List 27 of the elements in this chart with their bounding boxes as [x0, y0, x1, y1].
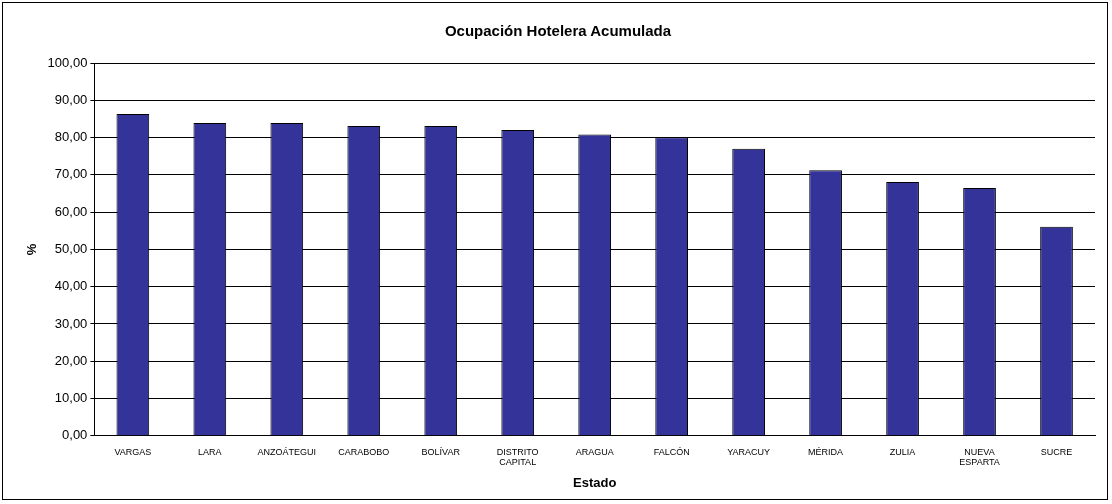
y-tick-label: 40,00 — [54, 278, 88, 294]
x-tick-label: ARAGUA — [575, 446, 614, 457]
y-tick-label: 30,00 — [54, 315, 88, 331]
x-axis-title: Estado — [573, 474, 617, 490]
chart-title: Ocupación Hotelera Acumulada — [444, 22, 672, 40]
y-tick-label: 80,00 — [54, 129, 88, 145]
y-tick-label: 50,00 — [54, 240, 88, 256]
x-tick-label: ANZOÁTEGUI — [257, 446, 317, 457]
y-tick-label: 20,00 — [54, 352, 88, 368]
x-tick-label: ZULIA — [889, 446, 916, 457]
x-tick-label: SUCRE — [1040, 446, 1073, 457]
y-tick-label: 100,00 — [47, 54, 88, 70]
y-tick-label: 60,00 — [54, 203, 88, 219]
x-tick-label: VARGAS — [114, 446, 152, 457]
y-tick-label: 0,00 — [62, 427, 88, 443]
y-tick-label: 10,00 — [54, 390, 88, 406]
x-tick-label: FALCÓN — [653, 446, 690, 457]
x-tick-label: CARABOBO — [338, 446, 390, 457]
x-tick-label: MÉRIDA — [808, 446, 844, 457]
x-tick-label: DISTRITO CAPITAL — [496, 446, 539, 468]
y-tick-label: 90,00 — [54, 91, 88, 107]
x-tick-label: NUEVA ESPARTA — [959, 446, 1000, 468]
x-tick-label: YARACUY — [727, 446, 771, 457]
x-tick-label: BOLÍVAR — [421, 446, 461, 457]
x-tick-label: LARA — [198, 446, 222, 457]
y-axis-title: % — [24, 243, 40, 256]
y-tick-label: 70,00 — [54, 166, 88, 182]
